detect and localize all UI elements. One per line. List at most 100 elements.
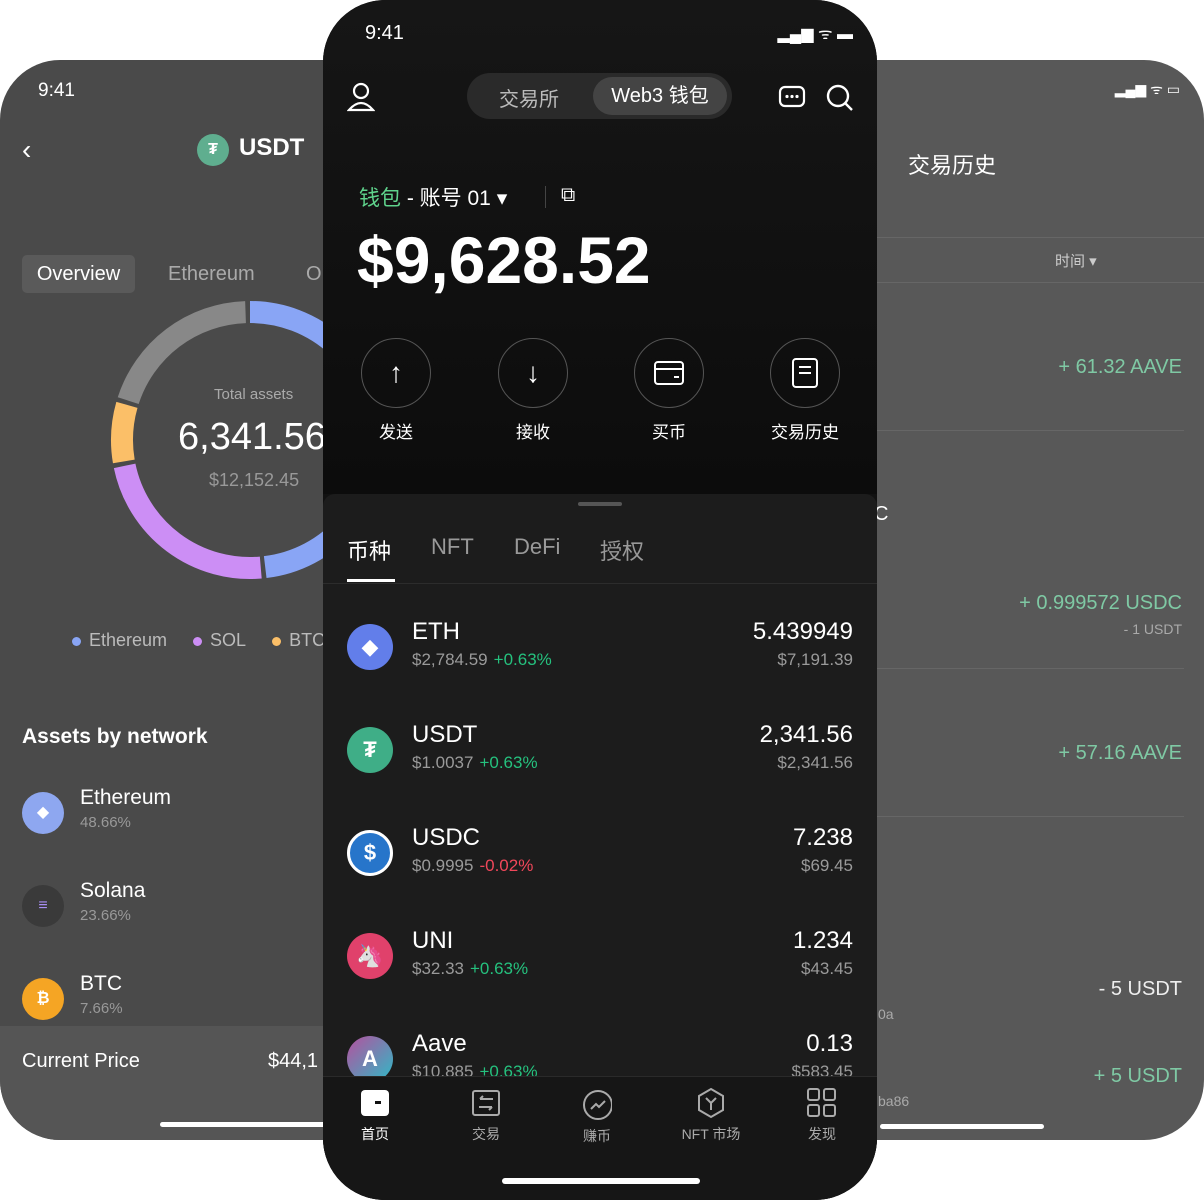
- nav-trade[interactable]: 交易: [436, 1088, 536, 1144]
- tab-ethereum[interactable]: Ethereum: [168, 263, 255, 285]
- tx-sub-amount: - 1 USDT: [1123, 621, 1182, 637]
- ethereum-icon: ◆: [22, 792, 64, 834]
- divider: [780, 282, 1204, 283]
- network-solana[interactable]: ≡ Solana 23.66%: [22, 879, 322, 939]
- token-row-usdc[interactable]: $ USDC $0.9995 -0.02% 7.238 $69.45: [323, 806, 877, 909]
- section-title: Assets by network: [22, 725, 208, 748]
- tab-indicator: [347, 579, 395, 582]
- card-icon: [634, 338, 704, 408]
- status-icons: ▂▄▆ ᯤ ▬: [777, 26, 853, 43]
- tab-overview[interactable]: Overview: [22, 255, 135, 293]
- bottom-nav: [323, 1076, 877, 1200]
- legend-ethereum: Ethereum: [72, 630, 167, 651]
- tab-other[interactable]: O: [306, 263, 322, 285]
- tx-amount: + 0.999572 USDC: [1019, 592, 1182, 614]
- receive-button[interactable]: ↓ 接收: [483, 338, 583, 443]
- price-label: Current Price: [22, 1050, 140, 1072]
- drag-handle[interactable]: [578, 502, 622, 506]
- send-button[interactable]: ↑ 发送: [346, 338, 446, 443]
- page-title: 交易历史: [908, 153, 997, 178]
- total-label: Total assets: [214, 386, 294, 403]
- total-assets: 6,341.56: [178, 416, 326, 458]
- mode-switch: 交易所 Web3 钱包: [467, 73, 732, 119]
- tx-amount: + 5 USDT: [1093, 1065, 1182, 1087]
- btc-icon: ₿: [22, 978, 64, 1020]
- time-filter[interactable]: 时间 ▾: [1055, 253, 1097, 270]
- tx-amount: + 57.16 AAVE: [1058, 742, 1182, 764]
- divider: [780, 816, 1184, 817]
- tab-web3-wallet[interactable]: Web3 钱包: [593, 77, 727, 115]
- donut-segment-btc: [111, 401, 138, 464]
- usdt-icon: ₮: [197, 134, 229, 166]
- legend-btc: BTC: [272, 630, 325, 651]
- buy-button[interactable]: 买币: [619, 338, 719, 443]
- clipped-text: C: [874, 503, 889, 525]
- divider: [780, 430, 1184, 431]
- network-pct: 23.66%: [80, 907, 131, 924]
- clipped-address: 0a: [878, 1006, 894, 1022]
- status-time: 9:41: [365, 22, 404, 44]
- token-row-eth[interactable]: ◆ ETH $2,784.59 +0.63% 5.439949 $7,191.39: [323, 600, 877, 703]
- tab-approvals[interactable]: 授权: [600, 539, 645, 564]
- legend-sol: SOL: [193, 630, 246, 651]
- message-icon[interactable]: [778, 84, 806, 117]
- network-ethereum[interactable]: ◆ Ethereum 48.66%: [22, 786, 322, 846]
- token-list: ◆ ETH $2,784.59 +0.63% 5.439949 $7,191.39 ₮ US…: [323, 600, 877, 1076]
- divider: [323, 583, 877, 584]
- arrow-up-icon: ↑: [361, 338, 431, 408]
- eth-icon: ◆: [347, 624, 393, 670]
- token-row-uni[interactable]: 🦄 UNI $32.33 +0.63% 1.234 $43.45: [323, 909, 877, 1012]
- account-selector[interactable]: 钱包 - 账号 01 ▾: [359, 187, 508, 210]
- nft-hexagon-icon: [696, 1087, 726, 1119]
- donut-segment-other: [117, 301, 247, 405]
- nav-nft-market[interactable]: NFT 市场: [661, 1087, 761, 1144]
- network-name: Ethereum: [80, 786, 172, 809]
- donut-segment-solana: [113, 463, 262, 579]
- total-usd: $12,152.45: [209, 470, 300, 490]
- network-pct: 7.66%: [80, 1000, 123, 1017]
- usdt-icon: ₮: [347, 727, 393, 773]
- history-button[interactable]: 交易历史: [755, 338, 855, 443]
- tab-exchange[interactable]: 交易所: [499, 89, 559, 111]
- network-pct: 48.66%: [80, 814, 131, 831]
- divider: [545, 186, 546, 208]
- search-icon[interactable]: [825, 83, 855, 118]
- tx-amount: + 61.32 AAVE: [1058, 356, 1182, 378]
- nav-home[interactable]: 首页: [325, 1088, 425, 1144]
- chart-legend: Ethereum SOL BTC: [72, 630, 325, 651]
- home-indicator: [160, 1122, 360, 1127]
- earn-icon: [582, 1090, 612, 1120]
- back-button[interactable]: ‹: [22, 134, 32, 165]
- solana-icon: ≡: [22, 885, 64, 927]
- wallet-balance: $9,628.52: [357, 223, 651, 297]
- token-row-aave[interactable]: A Aave $10.885 +0.63% 0.13 $583.45: [323, 1012, 877, 1076]
- tx-amount: - 5 USDT: [1098, 978, 1182, 1000]
- nav-earn[interactable]: 赚币: [547, 1090, 647, 1146]
- status-icons: ▂▄▆ ᯤ ▭: [1114, 81, 1180, 97]
- grid-icon: [807, 1088, 837, 1118]
- price-value: $44,1: [268, 1050, 319, 1072]
- uni-icon: 🦄: [347, 933, 393, 979]
- divider: [780, 237, 1204, 238]
- tab-tokens[interactable]: 币种: [347, 539, 392, 564]
- network-btc[interactable]: ₿ BTC 7.66%: [22, 972, 322, 1032]
- copy-icon[interactable]: ⧉: [561, 184, 576, 206]
- home-indicator: [502, 1178, 700, 1184]
- tab-defi[interactable]: DeFi: [514, 534, 561, 559]
- home-icon: [360, 1088, 390, 1118]
- network-name: BTC: [80, 972, 122, 995]
- wallet-home-screen: 9:41 ▂▄▆ ᯤ ▬ 交易所 Web3 钱包 钱包 - 账号 01 ▾ ⧉ …: [323, 0, 877, 1200]
- swap-icon: [471, 1088, 501, 1118]
- arrow-down-icon: ↓: [498, 338, 568, 408]
- profile-icon[interactable]: [346, 82, 376, 119]
- page-title: USDT: [239, 134, 305, 161]
- usdc-icon: $: [347, 830, 393, 876]
- token-row-usdt[interactable]: ₮ USDT $1.0037 +0.63% 2,341.56 $2,341.56: [323, 703, 877, 806]
- document-icon: [770, 338, 840, 408]
- aave-icon: A: [347, 1036, 393, 1076]
- nav-discover[interactable]: 发现: [772, 1088, 872, 1144]
- divider: [780, 668, 1184, 669]
- tab-nft[interactable]: NFT: [431, 534, 474, 559]
- clipped-address: ba86: [878, 1093, 910, 1109]
- home-indicator: [880, 1124, 1044, 1129]
